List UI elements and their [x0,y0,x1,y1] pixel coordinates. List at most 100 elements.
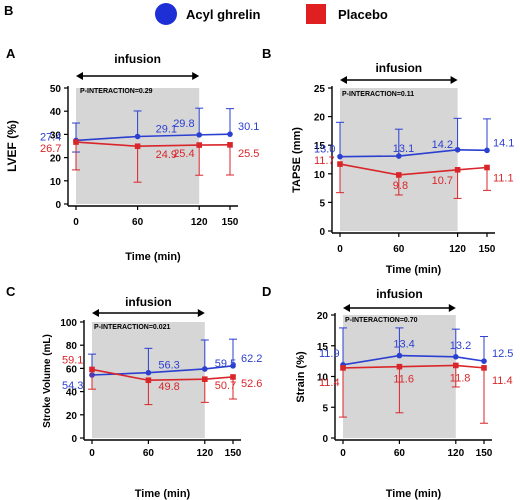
y-tick-label: 20 [50,154,62,165]
data-point-ghrelin [196,132,202,138]
data-point-placebo [134,143,141,150]
data-label-ghrelin: 13.4 [393,339,414,351]
p-interaction-annotation: P-INTERACTION=0.70 [345,317,418,324]
x-tick-label: 120 [447,448,464,459]
x-tick-label: 150 [479,244,496,255]
data-label-ghrelin: 13.0 [314,144,335,156]
infusion-arrow-head-right [450,76,458,84]
data-label-placebo: 26.7 [40,143,61,155]
x-tick-label: 150 [476,448,493,459]
data-point-ghrelin [145,369,152,376]
x-tick-label: 150 [222,217,239,228]
x-tick-label: 0 [337,244,343,255]
data-label-placebo: 10.7 [432,175,453,187]
figure-panel-label: B [4,3,13,18]
data-point-ghrelin [337,153,343,160]
panel-b: B 0 5 10 15 20 25 0 60 120 150 Time (min) TAPSE (mm)… [262,46,514,276]
infusion-arrow-head-left [92,309,99,317]
infusion-region [340,88,458,231]
legend-marker-placebo [306,4,326,24]
data-label-placebo: 9.8 [393,180,408,192]
x-tick-label: 60 [143,448,155,459]
data-label-ghrelin: 62.2 [241,353,262,365]
y-tick-label: 0 [319,227,325,238]
data-label-ghrelin: 11.9 [319,348,340,360]
data-label-ghrelin: 14.2 [432,139,453,151]
data-label-placebo: 25.4 [173,148,194,160]
data-point-placebo [396,172,402,178]
data-label-ghrelin: 54.3 [62,380,83,392]
x-tick-label: 120 [196,448,213,459]
data-point-placebo [340,365,346,371]
data-label-ghrelin: 27.4 [40,131,61,143]
data-point-ghrelin [230,363,236,369]
data-label-placebo: 11.4 [492,375,513,387]
y-tick-label: 0 [55,200,61,211]
y-tick-label: 40 [50,107,62,118]
data-label-ghrelin: 14.1 [493,137,514,149]
data-label-placebo: 11.7 [314,155,335,167]
data-point-placebo [481,365,487,371]
y-tick-label: 100 [60,318,77,329]
y-tick-label: 50 [50,84,62,95]
data-point-placebo [89,366,95,373]
series-line-ghrelin [75,133,231,142]
data-label-placebo: 11.4 [319,377,340,389]
y-tick-label: 5 [322,403,328,414]
data-label-placebo: 49.8 [158,381,179,393]
p-interaction-annotation: P-INTERACTION=0.29 [80,88,153,95]
y-tick-label: 0 [322,434,328,445]
series-line-ghrelin [342,354,485,366]
x-axis-title: Time (min) [125,251,181,263]
y-tick-label: 80 [66,341,78,352]
x-tick-label: 60 [394,448,406,459]
series-line-placebo [339,163,488,176]
p-interaction-annotation: P-INTERACTION=0.11 [342,91,414,98]
legend-marker-ghrelin [155,3,177,25]
data-label-placebo: 11.1 [493,173,514,185]
data-point-placebo [202,376,208,382]
data-point-placebo [396,363,403,370]
y-axis-title: TAPSE (mm) [291,127,303,193]
panel-a: A 0 10 20 30 40 50 0 60 120 150 Time (min) LVEF (%) i… [5,46,259,263]
data-point-ghrelin [484,147,490,154]
data-label-ghrelin: 13.2 [450,340,471,352]
y-tick-label: 15 [314,141,326,152]
data-label-placebo: 24.9 [156,149,177,161]
data-point-placebo [196,142,202,148]
panel-letter: B [262,46,271,61]
infusion-arrow-head-right [448,304,456,312]
y-axis-title: Stroke Volume (mL) [42,334,53,428]
y-tick-label: 15 [317,342,329,353]
data-point-placebo [337,161,343,167]
panel-d: D 0 5 10 15 20 0 60 120 150 Time (min) Strain (%) in… [262,284,513,500]
infusion-label: infusion [376,287,423,301]
data-label-ghrelin: 30.1 [238,121,259,133]
legend-label-placebo: Placebo [338,7,388,22]
panel-letter: A [6,46,16,61]
y-tick-label: 25 [314,84,326,95]
data-point-placebo [73,139,79,145]
data-point-placebo [453,362,459,369]
series-line-ghrelin [91,365,234,376]
infusion-label: infusion [125,295,172,309]
data-point-ghrelin [453,354,459,360]
x-tick-label: 60 [393,244,405,255]
panel-c: C 0 20 40 60 80 100 0 60 120 150 Time (min) Stroke V… [6,284,262,500]
data-point-placebo [230,374,236,380]
infusion-arrow-head-left [76,72,83,80]
data-label-placebo: 52.6 [241,378,262,390]
y-tick-label: 20 [314,113,326,124]
x-tick-label: 120 [191,217,208,228]
data-label-ghrelin: 13.1 [393,143,414,155]
legend: Acyl ghrelin Placebo [155,3,388,25]
series-line-placebo [342,364,485,369]
data-label-placebo: 25.5 [238,148,259,160]
y-axis-title: LVEF (%) [5,120,19,172]
infusion-arrow-head-left [340,76,347,84]
x-tick-label: 0 [89,448,95,459]
p-interaction-annotation: P-INTERACTION=0.021 [94,324,171,331]
data-point-ghrelin [227,131,233,137]
data-point-ghrelin [202,366,208,372]
data-label-ghrelin: 56.3 [158,360,179,372]
